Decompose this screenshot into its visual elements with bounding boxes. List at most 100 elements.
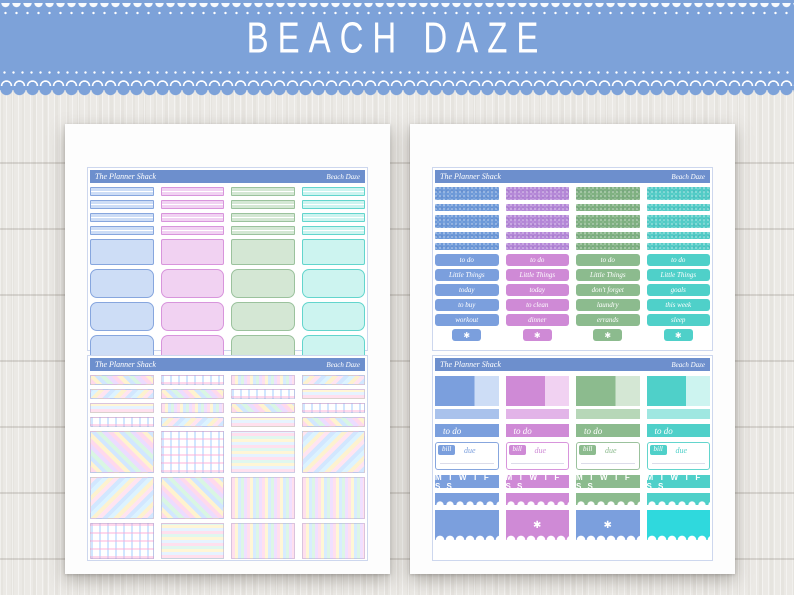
pattern-box-sticker bbox=[160, 477, 224, 519]
glitter-strip-sticker bbox=[435, 243, 499, 250]
pattern-box-sticker bbox=[301, 477, 365, 519]
label-sticker: goals bbox=[646, 284, 710, 296]
pattern-strip-sticker bbox=[301, 403, 365, 413]
half-box-sticker bbox=[160, 269, 224, 298]
title-banner: BEACH DAZE bbox=[0, 0, 794, 99]
write-line bbox=[581, 463, 635, 464]
glitter-strip-sticker bbox=[576, 215, 640, 228]
header-strip-sticker bbox=[301, 226, 365, 235]
script-ribbon-sticker: to do bbox=[646, 424, 710, 437]
shop-name: The Planner Shack bbox=[95, 172, 156, 181]
half-box-sticker bbox=[231, 269, 295, 298]
bill-due-sticker: bill due bbox=[646, 442, 710, 470]
section-header-bar: The Planner Shack Beach Daze bbox=[90, 358, 365, 371]
bill-due-sticker: bill due bbox=[435, 442, 499, 470]
two-tone-box-sticker bbox=[576, 376, 640, 419]
pattern-strip-sticker bbox=[90, 417, 154, 427]
label-sticker: to buy bbox=[435, 299, 499, 311]
week-tracker-sticker: M T W T F S S bbox=[505, 473, 569, 491]
right-bottom-section: The Planner Shack Beach Daze to do to do… bbox=[432, 355, 713, 561]
bill-due-sticker: bill due bbox=[505, 442, 569, 470]
pattern-strip-sticker bbox=[90, 375, 154, 385]
shop-name: The Planner Shack bbox=[440, 172, 501, 181]
scallop-border-row bbox=[435, 493, 710, 505]
label-sticker: today bbox=[505, 284, 569, 296]
pattern-strip-grid bbox=[90, 375, 365, 427]
two-tone-row bbox=[435, 376, 710, 419]
glitter-strip-sticker bbox=[435, 204, 499, 211]
week-tracker-sticker: M T W T F S S bbox=[435, 473, 499, 491]
half-box-sticker bbox=[231, 302, 295, 331]
glitter-strip-sticker bbox=[576, 243, 640, 250]
header-strip-sticker bbox=[90, 226, 154, 235]
header-strip-sticker bbox=[90, 213, 154, 222]
header-strip-sticker bbox=[160, 200, 224, 209]
full-box-row bbox=[90, 239, 365, 265]
glitter-strip-sticker bbox=[576, 187, 640, 200]
full-box-sticker bbox=[301, 239, 365, 265]
week-tracker-row: M T W T F S S M T W T F S S M T W T F S … bbox=[435, 473, 710, 491]
pattern-strip-sticker bbox=[90, 403, 154, 413]
scallop-border-sticker bbox=[435, 493, 499, 505]
pattern-box-row bbox=[90, 477, 365, 519]
bill-label: bill bbox=[438, 445, 456, 455]
script-ribbon-sticker: to do bbox=[505, 424, 569, 437]
left-top-section: The Planner Shack Beach Daze bbox=[87, 167, 368, 364]
pattern-strip-sticker bbox=[231, 375, 295, 385]
asterisk-sticker: ✱ bbox=[522, 329, 552, 341]
lace-trim-bottom bbox=[0, 71, 794, 86]
pattern-strip-sticker bbox=[301, 375, 365, 385]
pattern-box-sticker bbox=[90, 477, 154, 519]
week-tracker-sticker: M T W T F S S bbox=[576, 473, 640, 491]
pattern-box-row bbox=[90, 431, 365, 473]
pattern-strip-sticker bbox=[160, 417, 224, 427]
wood-background: The Planner Shack Beach Daze bbox=[0, 90, 794, 595]
header-strip-sticker bbox=[231, 200, 295, 209]
label-sticker: this week bbox=[646, 299, 710, 311]
glitter-strip-sticker bbox=[505, 232, 569, 239]
pattern-strip-sticker bbox=[160, 389, 224, 399]
bill-due-row: bill due bill due bill due bill due bbox=[435, 442, 710, 470]
label-sticker: to clean bbox=[505, 299, 569, 311]
bill-label: bill bbox=[579, 445, 597, 455]
header-strip-sticker bbox=[160, 226, 224, 235]
flag-symbol: ✱ bbox=[533, 519, 542, 531]
label-sticker: dinner bbox=[505, 314, 569, 326]
week-tracker-sticker: M T W T F S S bbox=[646, 473, 710, 491]
half-box-sticker bbox=[301, 302, 365, 331]
write-line bbox=[440, 463, 494, 464]
pattern-box-sticker bbox=[160, 431, 224, 473]
header-strip-sticker bbox=[301, 187, 365, 196]
pattern-box-sticker bbox=[90, 523, 154, 559]
header-strip-sticker bbox=[231, 187, 295, 196]
pattern-box-row bbox=[90, 523, 365, 559]
collection-name: Beach Daze bbox=[671, 360, 705, 369]
half-box-sticker bbox=[160, 302, 224, 331]
two-tone-box-sticker bbox=[646, 376, 710, 419]
section-header-bar: The Planner Shack Beach Daze bbox=[90, 170, 365, 183]
label-grid: to do to do to do to do Little Things Li… bbox=[435, 254, 710, 341]
pattern-strip-sticker bbox=[231, 403, 295, 413]
pattern-strip-sticker bbox=[301, 417, 365, 427]
pattern-box-sticker bbox=[90, 431, 154, 473]
header-strip-sticker bbox=[301, 200, 365, 209]
pattern-strip-sticker bbox=[231, 417, 295, 427]
pattern-box-sticker bbox=[231, 523, 295, 559]
write-line bbox=[651, 463, 705, 464]
due-label: due bbox=[534, 446, 547, 455]
flag-sticker: ✱ bbox=[505, 510, 569, 540]
pattern-box-sticker bbox=[231, 477, 295, 519]
label-sticker: to do bbox=[505, 254, 569, 266]
pattern-box-sticker bbox=[301, 523, 365, 559]
bill-due-sticker: bill due bbox=[576, 442, 640, 470]
label-sticker: don't forget bbox=[576, 284, 640, 296]
asterisk-sticker: ✱ bbox=[452, 329, 482, 341]
glitter-strip-sticker bbox=[646, 204, 710, 211]
due-label: due bbox=[605, 446, 617, 455]
pattern-box-sticker bbox=[231, 431, 295, 473]
sticker-sheet-right: The Planner Shack Beach Daze bbox=[410, 124, 735, 574]
flag-sticker bbox=[435, 510, 499, 540]
banner-title: BEACH DAZE bbox=[246, 13, 548, 62]
bill-label: bill bbox=[508, 445, 526, 455]
collection-name: Beach Daze bbox=[326, 172, 360, 181]
